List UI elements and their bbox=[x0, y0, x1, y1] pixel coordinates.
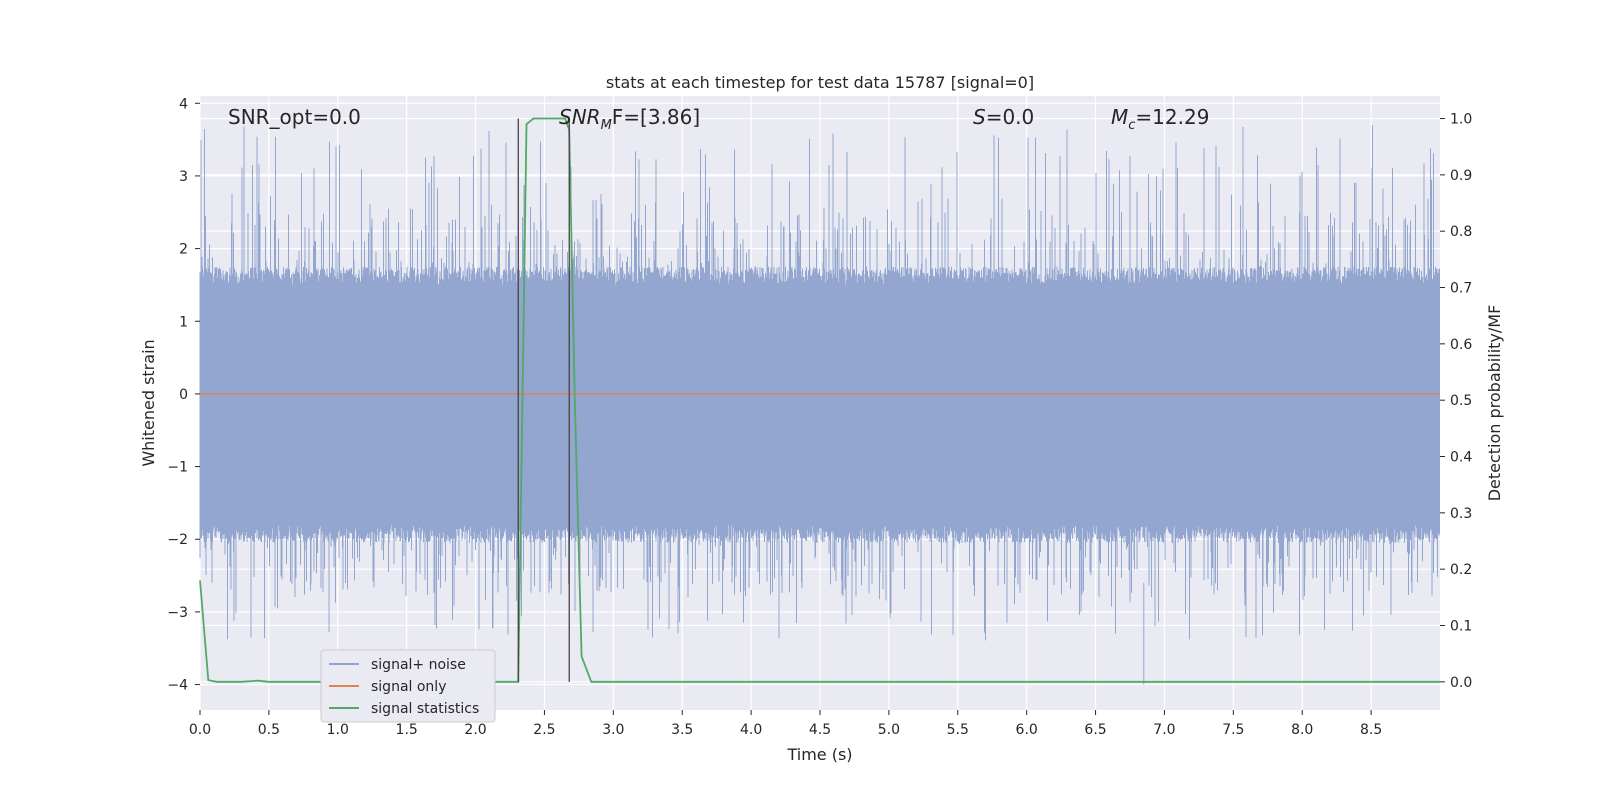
series-signal-statistics bbox=[199, 117, 1440, 683]
annotation-snr-mf-value: F=[3.86] bbox=[612, 105, 700, 129]
y-tick-label: −1 bbox=[167, 460, 188, 476]
x-tick-label: 3.0 bbox=[602, 722, 624, 738]
y2-ticks: 1.0 0.9 0.8 0.7 0.6 0.5 0.4 0.3 0.2 0.1 0.0 bbox=[1440, 112, 1472, 691]
x-tick-label: 7.0 bbox=[1153, 722, 1175, 738]
x-tick-label: 5.0 bbox=[878, 722, 900, 738]
series-layer bbox=[199, 117, 1440, 685]
annotations: SNR_opt=0.0 SNRMF=[3.86] S=0.0 Mc=12.29 bbox=[228, 105, 1209, 133]
y-tick-label: 1 bbox=[179, 314, 188, 330]
x-tick-label: 0.0 bbox=[189, 722, 211, 738]
annotation-mc-subscript: c bbox=[1128, 118, 1135, 133]
y-ticks: 4 3 2 1 0 −1 −2 −3 −4 bbox=[167, 96, 200, 694]
y2-tick-label: 1.0 bbox=[1450, 112, 1472, 128]
y2-tick-label: 0.6 bbox=[1450, 337, 1472, 353]
annotation-mc-symbol: M bbox=[1111, 105, 1128, 129]
x-tick-label: 3.5 bbox=[671, 722, 693, 738]
y2-tick-label: 0.7 bbox=[1450, 281, 1472, 297]
x-tick-label: 7.5 bbox=[1222, 722, 1244, 738]
annotation-snr-mf-subscript: M bbox=[601, 118, 612, 133]
x-tick-label: 6.0 bbox=[1016, 722, 1038, 738]
annotation-snr-mf: SNRMF=[3.86] bbox=[559, 105, 700, 133]
x-tick-label: 0.5 bbox=[258, 722, 280, 738]
y2-axis-label: Detection probability/MF bbox=[1485, 305, 1504, 502]
y-tick-label: 3 bbox=[179, 169, 188, 185]
annotation-snr-opt-text: SNR_opt=0.0 bbox=[228, 105, 361, 129]
x-axis-label: Time (s) bbox=[786, 745, 852, 764]
legend: signal+ noise signal only signal statist… bbox=[320, 649, 496, 723]
y-tick-label: −4 bbox=[167, 678, 188, 694]
y2-tick-label: 0.9 bbox=[1450, 168, 1472, 184]
legend-label-signal-statistics: signal statistics bbox=[371, 701, 479, 717]
x-tick-label: 5.5 bbox=[947, 722, 969, 738]
x-tick-label: 4.5 bbox=[809, 722, 831, 738]
y-tick-label: −2 bbox=[167, 532, 188, 548]
x-tick-label: 1.0 bbox=[327, 722, 349, 738]
legend-label-signal-noise: signal+ noise bbox=[371, 657, 466, 673]
x-tick-label: 2.0 bbox=[464, 722, 486, 738]
annotation-s: S=0.0 bbox=[973, 105, 1034, 129]
annotation-snr-opt: SNR_opt=0.0 bbox=[228, 105, 361, 129]
annotation-s-value: =0.0 bbox=[986, 105, 1035, 129]
y2-tick-label: 0.8 bbox=[1450, 224, 1472, 240]
y-tick-label: −3 bbox=[167, 605, 188, 621]
annotation-mc: Mc=12.29 bbox=[1111, 105, 1209, 133]
y-tick-label: 4 bbox=[179, 96, 188, 112]
x-tick-label: 8.0 bbox=[1291, 722, 1313, 738]
y2-tick-label: 0.2 bbox=[1450, 562, 1472, 578]
y2-tick-label: 0.0 bbox=[1450, 675, 1472, 691]
x-tick-label: 2.5 bbox=[533, 722, 555, 738]
x-tick-label: 6.5 bbox=[1084, 722, 1106, 738]
vertical-markers bbox=[517, 118, 570, 682]
y2-tick-label: 0.5 bbox=[1450, 393, 1472, 409]
y2-tick-label: 0.3 bbox=[1450, 506, 1472, 522]
y-tick-label: 0 bbox=[179, 387, 188, 403]
y2-tick-label: 0.1 bbox=[1450, 619, 1472, 635]
x-ticks: 0.0 0.5 1.0 1.5 2.0 2.5 3.0 3.5 4.0 4.5 5.0 5.5 6.0 6… bbox=[189, 710, 1382, 738]
series-signal-noise bbox=[199, 125, 1440, 685]
legend-label-signal-only: signal only bbox=[371, 679, 446, 695]
annotation-s-symbol: S bbox=[973, 105, 986, 129]
annotation-snr-mf-symbol: SNR bbox=[559, 105, 601, 129]
chart-title: stats at each timestep for test data 157… bbox=[606, 73, 1034, 92]
y-tick-label: 2 bbox=[179, 242, 188, 258]
legend-box bbox=[320, 649, 496, 723]
y2-tick-label: 0.4 bbox=[1450, 450, 1472, 466]
x-tick-label: 4.0 bbox=[740, 722, 762, 738]
annotation-mc-value: =12.29 bbox=[1135, 105, 1209, 129]
y-axis-label: Whitened strain bbox=[139, 339, 158, 466]
x-tick-label: 1.5 bbox=[396, 722, 418, 738]
x-tick-label: 8.5 bbox=[1360, 722, 1382, 738]
